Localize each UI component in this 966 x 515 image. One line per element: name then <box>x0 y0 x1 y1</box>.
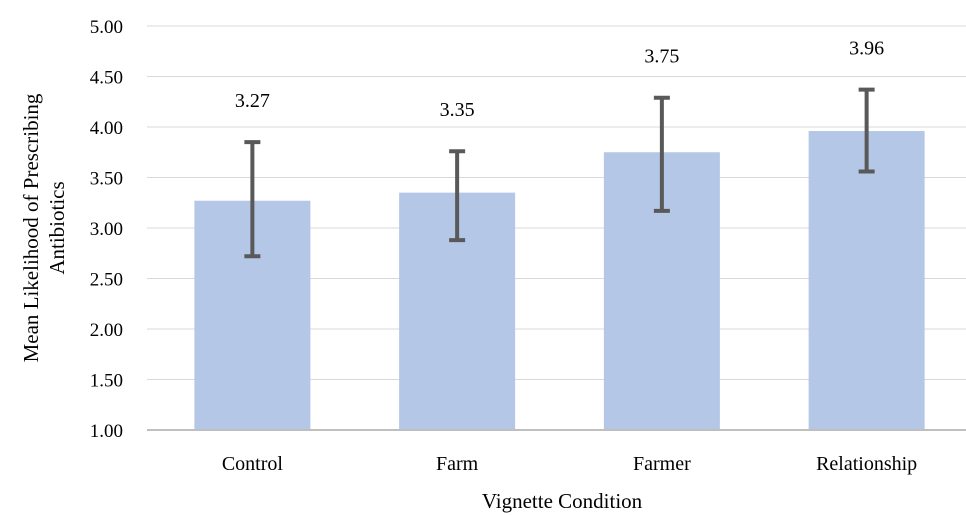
error-bar <box>653 95 670 213</box>
bar <box>808 131 925 431</box>
x-tick-label: Farmer <box>633 453 691 475</box>
y-axis-title: Mean Likelihood of Prescribing Antibioti… <box>19 93 69 362</box>
y-tick-label: 5.00 <box>90 17 123 38</box>
y-tick-label: 1.00 <box>90 421 123 442</box>
data-labels: 3.27 3.35 3.75 3.96 <box>235 38 884 122</box>
error-bar <box>449 149 466 243</box>
error-bar <box>244 140 261 259</box>
y-tick-label: 4.00 <box>90 118 123 139</box>
error-bar <box>858 87 875 174</box>
y-tick-label: 1.50 <box>90 371 123 392</box>
data-label: 3.96 <box>849 38 884 60</box>
x-tick-label: Farm <box>436 453 479 475</box>
y-tick-label: 2.50 <box>90 270 123 291</box>
y-axis-title-line-2: Antibiotics <box>45 181 69 274</box>
data-label: 3.35 <box>440 99 475 121</box>
data-label: 3.27 <box>235 90 270 112</box>
y-axis-title-line-1: Mean Likelihood of Prescribing <box>19 93 43 362</box>
x-tick-label: Control <box>222 453 284 475</box>
y-tick-label: 4.50 <box>90 68 123 89</box>
y-tick-label: 3.00 <box>90 219 123 240</box>
bars <box>194 131 925 431</box>
data-label: 3.75 <box>644 46 679 68</box>
error-bars <box>244 87 875 259</box>
y-tick-label: 2.00 <box>90 320 123 341</box>
y-axis-tick-labels: 1.00 1.50 2.00 2.50 3.00 3.50 4.00 4.50 5.00 <box>90 17 123 442</box>
x-axis-title: Vignette Condition <box>482 489 643 513</box>
x-axis-category-labels: Control Farm Farmer Relationship <box>222 453 917 475</box>
x-tick-label: Relationship <box>816 453 917 475</box>
y-tick-label: 3.50 <box>90 169 123 190</box>
